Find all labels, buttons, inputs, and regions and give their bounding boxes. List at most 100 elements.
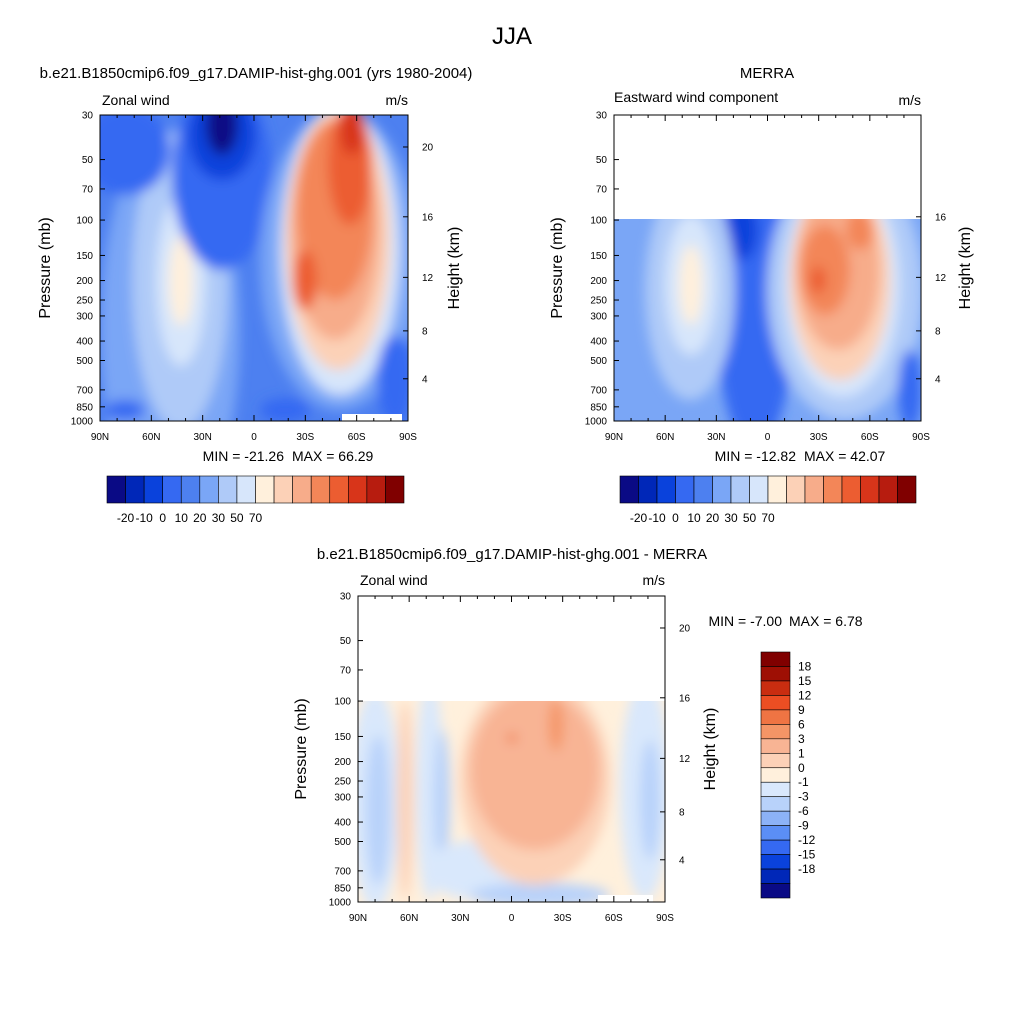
y2-tick-label: 20 (422, 142, 434, 153)
y-tick-label: 700 (590, 385, 607, 396)
colorbar-swatch (619, 475, 639, 504)
x-tick-label: 30S (810, 432, 828, 443)
missing-data-patch (598, 895, 653, 902)
field-blob (470, 883, 610, 902)
y2-tick-label: 12 (679, 754, 691, 765)
colorbar-swatch (255, 475, 275, 504)
field-blob (340, 115, 364, 155)
field-blob (434, 730, 450, 870)
x-tick-label: 30N (193, 432, 211, 443)
colorbar-swatch (199, 475, 219, 504)
colorbar-label: 0 (159, 511, 166, 525)
colorbar-label: -20 (630, 511, 648, 525)
panel-model-min-stat: MIN = -21.26 (203, 448, 285, 464)
panel-difference-axes: 90N 60N 30N 0 30S 60S 90S 30 50 70 100 150 200 250 300… (329, 592, 691, 925)
colorbar-swatch (760, 767, 791, 783)
x-tick-label: 30N (707, 432, 725, 443)
colorbar-label: -12 (798, 833, 816, 847)
field-blob (898, 350, 921, 421)
colorbar-swatch (348, 475, 368, 504)
x-tick-label: 0 (251, 432, 257, 443)
colorbar-label: 50 (743, 511, 757, 525)
colorbar-label: 30 (724, 511, 738, 525)
colorbar-swatch (760, 854, 791, 870)
colorbar-swatch (760, 839, 791, 855)
colorbar-swatch (693, 475, 713, 504)
field-blob (640, 740, 660, 860)
panel-model-units-label: m/s (385, 92, 408, 108)
x-tick-label: 90N (91, 432, 109, 443)
field-blob (260, 398, 310, 421)
y-tick-label: 150 (76, 251, 93, 262)
colorbar-label: -3 (798, 790, 809, 804)
y-tick-label: 400 (334, 818, 351, 829)
colorbar-swatch (638, 475, 658, 504)
colorbar-label: 20 (706, 511, 720, 525)
panel-merra-field (614, 219, 921, 421)
x-tick-label: 0 (765, 432, 771, 443)
colorbar-label: 70 (249, 511, 263, 525)
colorbar-label: -18 (798, 862, 816, 876)
panel-model-max-stat: MAX = 66.29 (292, 448, 374, 464)
y-tick-label: 250 (590, 296, 607, 307)
panel-difference-min-stat: MIN = -7.00 (708, 613, 782, 629)
colorbar-label: 12 (798, 688, 812, 702)
y2-tick-label: 4 (422, 374, 428, 385)
y-tick-label: 70 (340, 665, 352, 676)
colorbar-swatch (675, 475, 695, 504)
colorbar-swatch (760, 709, 791, 725)
colorbar-label: -10 (648, 511, 666, 525)
y-tick-label: 30 (82, 111, 94, 122)
y2-tick-label: 16 (679, 693, 691, 704)
colorbar-swatch (760, 724, 791, 740)
colorbar-swatch (760, 738, 791, 754)
field-blob (810, 266, 826, 294)
y-tick-label: 300 (590, 311, 607, 322)
panel-difference-max-stat: MAX = 6.78 (789, 613, 863, 629)
x-tick-label: 0 (509, 913, 515, 924)
y-tick-label: 500 (334, 837, 351, 848)
colorbar-swatch (366, 475, 386, 504)
colorbar-swatch (329, 475, 349, 504)
y2-tick-label: 4 (935, 374, 941, 385)
y-tick-label: 100 (334, 697, 351, 708)
y-tick-label: 100 (590, 216, 607, 227)
y-tick-label: 70 (596, 184, 608, 195)
colorbar-label: 50 (230, 511, 244, 525)
panel-merra-colorbar: -20 -10 0 10 20 30 50 70 (619, 475, 917, 525)
x-tick-label: 60N (400, 913, 418, 924)
x-tick-label: 60N (656, 432, 674, 443)
colorbar-label: 18 (798, 659, 812, 673)
colorbar-swatch (656, 475, 676, 504)
field-blob (397, 701, 413, 900)
colorbar-label: -1 (798, 775, 809, 789)
colorbar-swatch (712, 475, 732, 504)
colorbar-swatch (292, 475, 312, 504)
y-tick-label: 200 (334, 757, 351, 768)
field-blob (377, 335, 408, 421)
panel-difference-title: b.e21.B1850cmip6.f09_g17.DAMIP-hist-ghg.… (317, 546, 707, 563)
colorbar-label: -15 (798, 848, 816, 862)
y-tick-label: 850 (590, 402, 607, 413)
y-tick-label: 200 (76, 276, 93, 287)
panel-model-ylabel: Pressure (mb) (37, 217, 54, 318)
y-tick-label: 850 (76, 402, 93, 413)
field-blob (169, 236, 193, 326)
y-tick-label: 50 (596, 155, 608, 166)
colorbar-swatch (273, 475, 293, 504)
panel-merra-max-stat: MAX = 42.07 (804, 448, 886, 464)
colorbar-swatch (841, 475, 861, 504)
panel-merra-units-label: m/s (898, 92, 921, 108)
colorbar-swatch (760, 651, 791, 667)
page-title: JJA (492, 23, 532, 50)
y-tick-label: 500 (590, 356, 607, 367)
y-tick-label: 850 (334, 883, 351, 894)
colorbar-swatch (143, 475, 163, 504)
y2-tick-label: 4 (679, 855, 685, 866)
field-blob (470, 701, 600, 850)
colorbar-swatch (162, 475, 182, 504)
colorbar-swatch (878, 475, 898, 504)
y-tick-label: 30 (340, 592, 352, 603)
y-tick-label: 100 (76, 216, 93, 227)
